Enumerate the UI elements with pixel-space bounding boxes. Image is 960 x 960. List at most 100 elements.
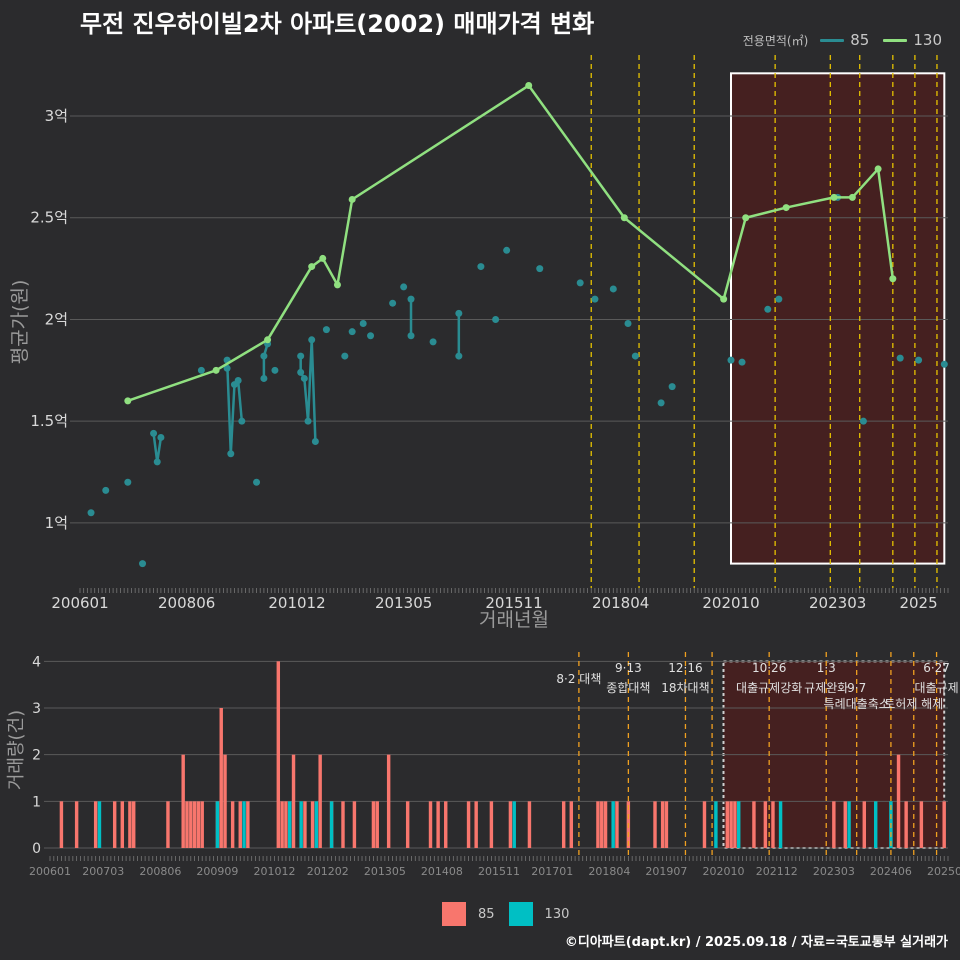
x-tick-label: 201907 <box>645 865 687 878</box>
data-point-85 <box>455 352 463 360</box>
data-point-85 <box>624 320 632 328</box>
bar-130 <box>737 801 741 848</box>
x-axis-label: 거래년월 <box>479 609 549 631</box>
bar-85 <box>371 801 376 848</box>
bar-85 <box>600 801 604 848</box>
x-tick-label: 201012 <box>254 865 296 878</box>
source-footer: ©디아파트(dapt.kr) / 2025.09.18 / 자료=국토교통부 실… <box>564 935 948 950</box>
bar-85 <box>352 801 357 848</box>
bar-85 <box>59 801 64 848</box>
y-tick-label: 2 <box>32 748 41 764</box>
data-point-85 <box>775 295 783 303</box>
x-tick-label: 200909 <box>196 865 238 878</box>
y-tick-label: 1 <box>32 794 41 810</box>
data-point-130 <box>620 214 628 222</box>
bar-85 <box>763 801 768 848</box>
data-point-130 <box>264 336 272 344</box>
bar-85 <box>341 801 345 848</box>
bar-85 <box>128 801 132 848</box>
policy-annotation: 10·26 <box>752 661 786 675</box>
x-tick-label: 202112 <box>756 865 798 878</box>
bar-85 <box>375 801 379 848</box>
bottom-legend: 85 130 <box>442 902 583 926</box>
data-point-85 <box>341 352 349 360</box>
bar-85 <box>596 801 600 848</box>
data-point-85 <box>536 265 544 273</box>
legend-bar-swatch-85 <box>442 902 466 926</box>
x-tick-label: 200601 <box>29 865 71 878</box>
x-tick-label: 201305 <box>375 594 432 612</box>
data-point-85 <box>124 478 132 486</box>
bar-85 <box>386 754 391 848</box>
bar-130 <box>873 801 878 848</box>
data-point-85 <box>940 360 948 368</box>
x-tick-label: 202010 <box>702 594 759 612</box>
bar-85 <box>223 754 227 848</box>
y-tick-label: 4 <box>32 654 41 670</box>
policy-annotation: 9·7 <box>847 681 866 695</box>
policy-annotation: 규제완화 <box>804 681 848 695</box>
x-tick-label: 200806 <box>139 865 181 878</box>
bar-85 <box>832 801 836 848</box>
bar-130 <box>329 801 334 848</box>
x-tick-label: 2025 <box>899 594 937 612</box>
highlight-region <box>730 72 946 565</box>
data-point-85 <box>300 374 308 382</box>
data-point-85 <box>503 246 511 254</box>
bar-85 <box>93 801 98 848</box>
data-point-85 <box>896 354 904 362</box>
bar-85 <box>280 801 284 848</box>
data-point-85 <box>389 299 397 307</box>
volume-chart: 0 1 2 3 4 200601 200703 200806 200909 201012 20120… <box>6 652 960 878</box>
bar-85 <box>291 754 296 848</box>
bar-130 <box>847 801 851 848</box>
bar-85 <box>181 754 185 848</box>
y-tick-label: 3억 <box>45 107 68 125</box>
x-tick-label: 201408 <box>421 865 463 878</box>
x-tick-label: 200806 <box>158 594 215 612</box>
policy-annotation: 종합대책 <box>606 680 650 695</box>
data-point-85 <box>477 263 485 271</box>
bar-130 <box>299 801 303 848</box>
bar-130 <box>314 801 319 848</box>
bar-85 <box>303 801 307 848</box>
bar-85 <box>942 801 946 848</box>
data-point-85 <box>322 326 330 334</box>
bar-85 <box>230 801 235 848</box>
data-point-85 <box>915 356 923 364</box>
x-tick-label: 201804 <box>592 594 649 612</box>
legend-bar-label-85: 85 <box>478 906 495 922</box>
x-tick-label: 201511 <box>478 865 520 878</box>
bar-85 <box>112 801 117 848</box>
data-point-130 <box>212 366 220 374</box>
legend-title: 전용면적(㎡) <box>742 33 809 48</box>
data-point-130 <box>720 295 728 303</box>
data-point-130 <box>830 193 838 201</box>
data-point-130 <box>742 214 750 222</box>
x-tick-label: 201012 <box>268 594 325 612</box>
bar-85 <box>527 801 532 848</box>
bar-85 <box>120 801 125 848</box>
bar-130 <box>288 801 292 848</box>
bar-85 <box>561 801 566 848</box>
data-point-130 <box>319 254 327 262</box>
data-point-85 <box>668 383 676 391</box>
data-point-85 <box>139 560 147 568</box>
x-tick-label: 201804 <box>588 865 630 878</box>
data-point-130 <box>124 397 132 405</box>
y-tick-label: 2.5억 <box>30 209 68 227</box>
data-point-130 <box>308 263 316 271</box>
x-tick-label: 201511 <box>485 594 542 612</box>
data-point-85 <box>348 328 356 336</box>
data-point-85 <box>859 417 867 425</box>
policy-annotation: 18차대책 <box>661 680 709 695</box>
policy-annotation: 8·2 대책 <box>556 671 601 686</box>
bar-85 <box>752 801 756 848</box>
data-point-130 <box>889 275 897 283</box>
series-line-85 <box>225 358 244 455</box>
data-point-85 <box>407 295 415 303</box>
bar-85 <box>843 801 847 848</box>
y-tick-label: 2억 <box>45 310 68 328</box>
legend-bar-label-130: 130 <box>544 906 570 922</box>
